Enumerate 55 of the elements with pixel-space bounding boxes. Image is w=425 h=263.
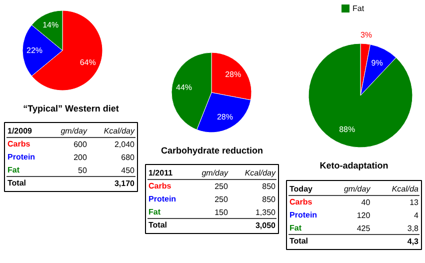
text: 3,170	[114, 179, 136, 188]
text: 50	[78, 166, 88, 175]
text: 40	[361, 198, 371, 207]
text: Carbs	[290, 198, 313, 206]
data-label: 9%	[371, 58, 383, 68]
text: Keto-adaptation	[320, 160, 388, 170]
legend-label: Fat	[352, 4, 365, 13]
text: 450	[121, 166, 136, 175]
text: 4	[414, 211, 420, 220]
text: Fat	[290, 224, 302, 232]
text: 680	[121, 153, 136, 162]
text: 3,8	[407, 224, 420, 233]
data-label: 64%	[80, 58, 96, 67]
text: 4,3	[407, 237, 420, 246]
text: 850	[262, 195, 276, 204]
text: Protein	[148, 194, 176, 204]
data-label: 44%	[176, 82, 192, 92]
text: 1/2011	[148, 168, 174, 178]
text: 150	[214, 208, 229, 217]
text: Total	[290, 236, 308, 246]
text: 1/2009	[8, 126, 33, 136]
text: “Typical” Western diet	[23, 104, 119, 114]
text: 1,350	[255, 208, 276, 217]
text: 200	[74, 153, 88, 162]
data-label: 28%	[216, 112, 233, 122]
data-label: 14%	[42, 20, 59, 30]
text: Kcal/day	[104, 126, 136, 136]
text: Today	[290, 184, 314, 194]
text: Fat	[148, 208, 161, 216]
text: 250	[214, 195, 229, 204]
text: Protein	[290, 210, 318, 220]
text: Kcal/da	[392, 184, 420, 194]
text: 120	[356, 211, 371, 220]
text: 850	[262, 182, 276, 191]
text: 3,050	[255, 221, 276, 230]
text: gm/day	[344, 184, 372, 194]
text: Kcal/day	[244, 168, 276, 178]
text: 250	[214, 182, 229, 191]
data-label: 28%	[225, 70, 242, 80]
text: Total	[8, 178, 26, 188]
text: Carbs	[148, 182, 172, 190]
data-label: 3%	[360, 30, 372, 40]
data-label: 22%	[26, 46, 43, 55]
text: Total	[148, 220, 168, 230]
text: Carbohydrate reduction	[160, 146, 264, 156]
text: 2,040	[114, 140, 136, 149]
text: 600	[74, 140, 88, 149]
text: 13	[410, 198, 420, 207]
text: Protein	[8, 152, 36, 162]
text: gm/day	[60, 126, 88, 136]
text: gm/day	[202, 168, 229, 178]
data-label: 88%	[339, 124, 356, 134]
text: Carbs	[8, 140, 31, 148]
text: 425	[356, 224, 371, 233]
text: Fat	[8, 166, 20, 174]
